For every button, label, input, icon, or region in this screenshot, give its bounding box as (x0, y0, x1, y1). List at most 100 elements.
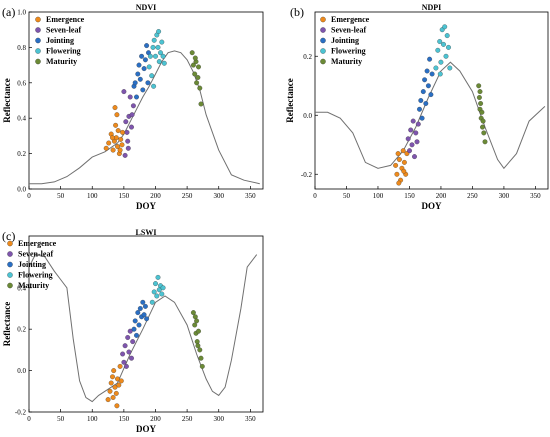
ndpi-legend-label-flowering: Flowering (331, 47, 366, 56)
lswi-y-tick-label: -0.2 (15, 409, 27, 417)
ndpi-legend-marker-emergence (320, 16, 326, 23)
ndpi-plot-frame (314, 11, 549, 190)
lswi-series-seven-leaf (120, 328, 136, 369)
lswi-legend-marker-seven-leaf (7, 251, 13, 257)
lswi-point-flowering (154, 293, 160, 299)
lswi-point-maturity (192, 314, 198, 320)
lswi-point-emergence (113, 390, 119, 396)
ndpi-point-flowering (441, 41, 446, 47)
lswi-point-seven-leaf (125, 335, 131, 340)
ndvi-point-maturity (197, 85, 203, 91)
lswi-point-emergence (116, 382, 122, 388)
ndvi-point-maturity (192, 55, 198, 61)
ndvi-series-maturity (189, 50, 204, 107)
ndpi-series-maturity (476, 83, 488, 145)
ndpi-point-seven-leaf (407, 148, 412, 154)
ndvi-point-flowering (153, 53, 158, 59)
ndpi-point-seven-leaf (408, 127, 414, 133)
ndvi-x-tick-label: 200 (150, 192, 161, 200)
ndpi-point-maturity (479, 109, 485, 115)
ndvi-point-flowering (151, 37, 157, 43)
ndvi-point-jointing (132, 80, 138, 86)
ndpi-point-emergence (393, 162, 399, 168)
ndvi-point-seven-leaf (129, 124, 134, 130)
ndpi-legend-marker-maturity (320, 58, 326, 65)
ndpi-x-tick-label: 100 (373, 192, 384, 200)
lswi-point-seven-leaf (120, 351, 126, 357)
ndvi-x-tick-label: 0 (27, 192, 31, 200)
ndvi-point-flowering (161, 60, 167, 66)
ndpi-legend-label-maturity: Maturity (331, 57, 362, 66)
lswi-point-maturity (190, 310, 196, 316)
ndvi-point-emergence (103, 145, 109, 151)
lswi-point-flowering (159, 291, 165, 297)
ndvi-point-seven-leaf (125, 138, 131, 144)
lswi-y-tick-label: 0.2 (17, 326, 26, 334)
lswi-point-emergence (117, 363, 123, 369)
ndvi-x-tick-label: 250 (182, 192, 193, 200)
ndpi-point-flowering (443, 53, 449, 59)
ndvi-y-axis-label: Reflectance (2, 78, 12, 122)
ndpi-y-tick-label: -0.2 (301, 171, 313, 179)
ndvi-y-tick-label: 1.0 (17, 9, 26, 17)
ndvi-y-tick-label: 0.4 (17, 115, 26, 123)
ndvi-point-seven-leaf (127, 94, 133, 100)
ndpi-point-maturity (477, 89, 483, 95)
lswi-point-jointing (137, 306, 143, 311)
ndvi-point-flowering (160, 53, 166, 59)
lswi-point-maturity (199, 363, 205, 369)
lswi-x-tick-label: 300 (213, 415, 224, 423)
ndvi-point-emergence (112, 105, 118, 111)
ndvi-point-jointing (140, 87, 146, 93)
ndvi-x-axis-label: DOY (136, 201, 157, 211)
lswi-y-axis-label: Reflectance (2, 302, 12, 346)
lswi-legend-marker-flowering (7, 272, 13, 278)
ndvi-point-seven-leaf (121, 89, 127, 95)
ndpi-y-tick-label: 0.0 (303, 112, 312, 120)
lswi-point-seven-leaf (129, 355, 134, 361)
ndvi-legend-marker-maturity (35, 58, 41, 65)
ndpi-point-jointing (422, 77, 428, 83)
lswi-point-maturity (192, 322, 198, 328)
lswi-point-emergence (108, 380, 114, 386)
ndvi-y-tick-label: 0.6 (17, 79, 26, 87)
lswi-x-tick-label: 50 (57, 415, 65, 423)
lswi-x-tick-label: 200 (150, 415, 161, 423)
ndpi-point-jointing (417, 106, 422, 112)
ndvi-point-seven-leaf (124, 129, 130, 135)
lswi-point-emergence (110, 374, 115, 380)
lswi-point-jointing (141, 312, 147, 318)
ndvi-legend-marker-seven-leaf (35, 27, 41, 33)
lswi-point-flowering (155, 274, 161, 280)
ndpi-series-flowering (433, 24, 453, 77)
ndvi-point-emergence (119, 142, 125, 148)
lswi-x-tick-label: 0 (27, 415, 31, 423)
lswi-panel-label: (c) (2, 229, 15, 243)
ndpi-legend-marker-jointing (320, 37, 326, 44)
ndvi-point-seven-leaf (123, 119, 129, 125)
lswi-point-seven-leaf (123, 363, 129, 369)
ndvi-x-tick-label: 150 (119, 192, 130, 200)
lswi-point-emergence (114, 403, 120, 409)
lswi-point-jointing (135, 310, 141, 316)
ndvi-point-emergence (115, 128, 121, 134)
lswi-point-emergence (105, 397, 111, 403)
lswi-point-emergence (112, 384, 118, 390)
ndvi-point-maturity (194, 80, 200, 86)
ndpi-point-jointing (423, 101, 429, 106)
lswi-legend-label-seven-leaf: Seven-leaf (18, 250, 53, 259)
ndpi-point-maturity (476, 83, 482, 89)
ndpi-point-seven-leaf (413, 130, 419, 136)
lswi-point-jointing (134, 332, 139, 338)
ndvi-title: NDVI (136, 3, 156, 12)
ndpi-point-jointing (429, 71, 435, 77)
lswi-point-seven-leaf (130, 339, 136, 345)
ndvi-legend-label-flowering: Flowering (46, 47, 81, 56)
ndvi-legend-label-emergence: Emergence (46, 15, 85, 24)
ndpi-legend-label-emergence: Emergence (331, 15, 370, 24)
ndvi-legend-label-seven-leaf: Seven-leaf (46, 26, 81, 35)
ndvi-point-flowering (149, 73, 155, 79)
lswi-point-emergence (110, 395, 116, 400)
ndpi-point-flowering (438, 59, 444, 65)
